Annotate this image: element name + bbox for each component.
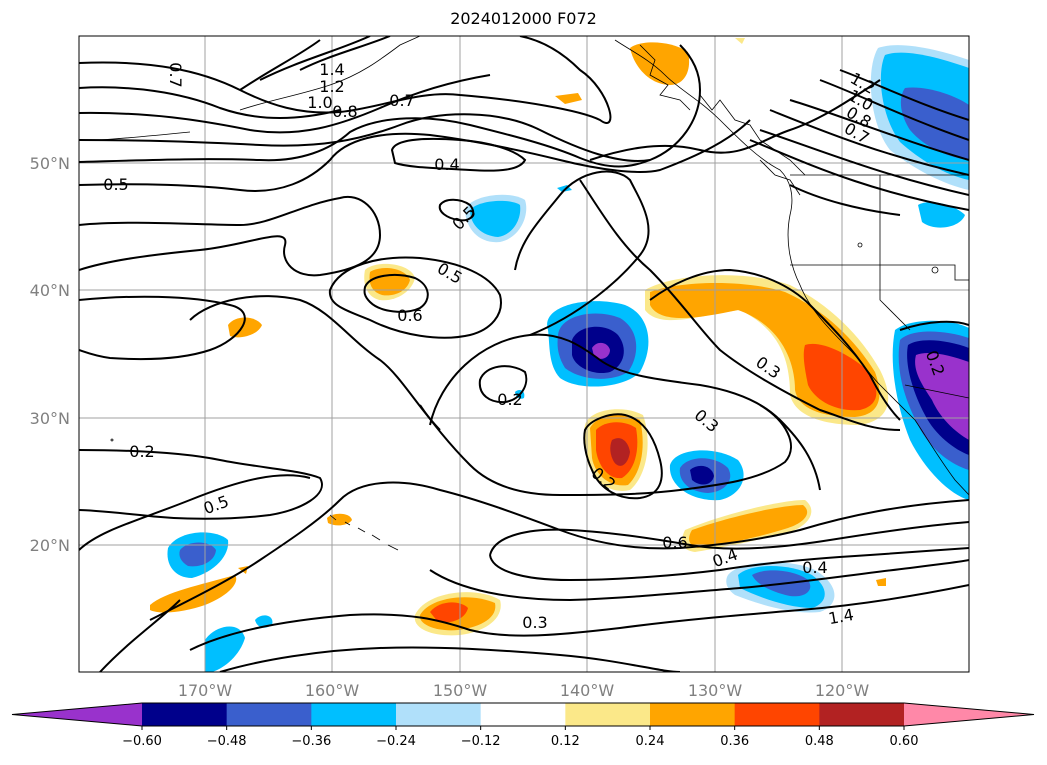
lon-label: 160°W bbox=[305, 681, 360, 700]
contour-label: 0.4 bbox=[434, 155, 459, 174]
lon-label: 130°W bbox=[688, 681, 743, 700]
colorbar-bin bbox=[142, 703, 228, 726]
negative-anomaly-northeast bbox=[870, 45, 969, 228]
negative-anomaly-west bbox=[167, 532, 273, 672]
colorbar-bin bbox=[226, 703, 312, 726]
colorbar: −0.60 −0.48 −0.36 −0.24 −0.12 0.12 0.24 0.36 0.4… bbox=[11, 702, 1035, 749]
lat-label: 30°N bbox=[30, 409, 70, 428]
colorbar-bin bbox=[819, 703, 905, 726]
lon-label: 170°W bbox=[178, 681, 233, 700]
lat-label: 40°N bbox=[30, 281, 70, 300]
contour-label: 0.5 bbox=[103, 175, 128, 194]
colorbar-bin bbox=[734, 703, 820, 726]
lon-label: 150°W bbox=[433, 681, 488, 700]
contour-label: 1.4 bbox=[319, 60, 344, 79]
negative-anomaly-pacific-center bbox=[547, 301, 649, 387]
colorbar-tick-label: −0.24 bbox=[376, 734, 416, 749]
negative-anomaly-south bbox=[669, 450, 744, 501]
coastlines bbox=[99, 36, 969, 551]
colorbar-tick-label: −0.60 bbox=[122, 734, 162, 749]
colorbar-bin bbox=[650, 703, 736, 726]
colorbar-bin bbox=[396, 703, 482, 726]
longitude-labels: 170°W 160°W 150°W 140°W 130°W 120°W bbox=[178, 681, 870, 700]
contour-label: 1.4 bbox=[827, 605, 855, 628]
contour-label: 0.2 bbox=[497, 390, 522, 409]
colorbar-tick-label: 0.48 bbox=[805, 734, 834, 749]
colorbar-bin bbox=[565, 703, 651, 726]
shading-layer bbox=[150, 38, 969, 672]
colorbar-bin bbox=[480, 703, 566, 726]
colorbar-tick-label: 0.24 bbox=[636, 734, 665, 749]
lat-label: 50°N bbox=[30, 154, 70, 173]
contour-label: 0.5 bbox=[434, 259, 466, 288]
colorbar-tick-label: −0.36 bbox=[291, 734, 331, 749]
colorbar-tick-label: 0.60 bbox=[890, 734, 919, 749]
map-frame bbox=[78, 35, 970, 673]
lon-label: 140°W bbox=[560, 681, 615, 700]
colorbar-tick-label: −0.48 bbox=[207, 734, 247, 749]
contour-label: 1.0 bbox=[307, 93, 332, 112]
positive-anomaly-central bbox=[583, 409, 648, 491]
colorbar-tick-label: 0.36 bbox=[720, 734, 749, 749]
contour-label: 0.3 bbox=[691, 405, 723, 436]
colorbar-bin bbox=[12, 703, 142, 726]
positive-anomaly-band bbox=[682, 500, 812, 552]
lat-label: 20°N bbox=[30, 536, 70, 555]
colorbar-tick-label: −0.12 bbox=[461, 734, 501, 749]
colorbar-tick-label: 0.12 bbox=[551, 734, 580, 749]
contour-label: 0.8 bbox=[332, 102, 357, 121]
contour-label: 0.6 bbox=[397, 306, 422, 325]
colorbar-bin bbox=[311, 703, 397, 726]
latitude-labels: 50°N 40°N 30°N 20°N bbox=[30, 154, 70, 555]
contour-label: 0.3 bbox=[522, 613, 547, 632]
contour-label: 0.7 bbox=[166, 62, 185, 87]
contour-label: 0.7 bbox=[389, 91, 414, 110]
contour-label: 1.2 bbox=[319, 77, 344, 96]
figure-title: 2024012000 F072 bbox=[450, 9, 597, 28]
negative-anomaly-north bbox=[465, 185, 572, 399]
contour-label: 0.6 bbox=[662, 533, 687, 552]
lon-label: 120°W bbox=[815, 681, 870, 700]
contour-lines bbox=[79, 36, 969, 672]
gridlines bbox=[79, 36, 969, 672]
contour-label: 0.2 bbox=[129, 442, 154, 461]
contour-label: 0.3 bbox=[752, 352, 784, 382]
negative-anomaly-california bbox=[892, 320, 969, 500]
contour-label: 0.4 bbox=[802, 558, 827, 577]
colorbar-bin bbox=[904, 703, 1034, 726]
